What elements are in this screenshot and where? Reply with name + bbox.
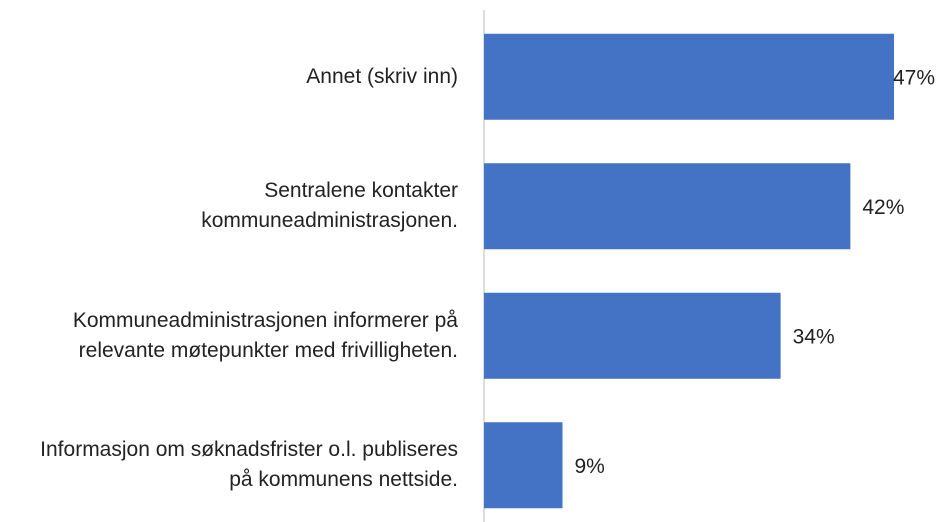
category-label: Annet (skriv inn) xyxy=(306,64,458,88)
bar xyxy=(484,33,894,120)
category-label: Informasjon om søknadsfrister o.l. publi… xyxy=(40,438,458,492)
category-label-box: Informasjon om søknadsfrister o.l. publi… xyxy=(0,401,458,522)
bar xyxy=(484,292,781,379)
category-label-box: Sentralene kontakter kommuneadministrasj… xyxy=(0,142,458,272)
value-label: 9% xyxy=(575,455,605,478)
value-label: 34% xyxy=(793,325,835,348)
category-label-box: Kommuneadministrasjonen informerer på re… xyxy=(0,271,458,401)
bar xyxy=(484,163,851,250)
value-label: 42% xyxy=(862,196,904,219)
value-label: 47% xyxy=(893,66,935,89)
bar xyxy=(484,422,563,509)
category-label-box: Annet (skriv inn) xyxy=(0,12,458,142)
category-label: Kommuneadministrasjonen informerer på re… xyxy=(72,308,458,362)
category-label: Sentralene kontakter kommuneadministrasj… xyxy=(201,179,458,233)
